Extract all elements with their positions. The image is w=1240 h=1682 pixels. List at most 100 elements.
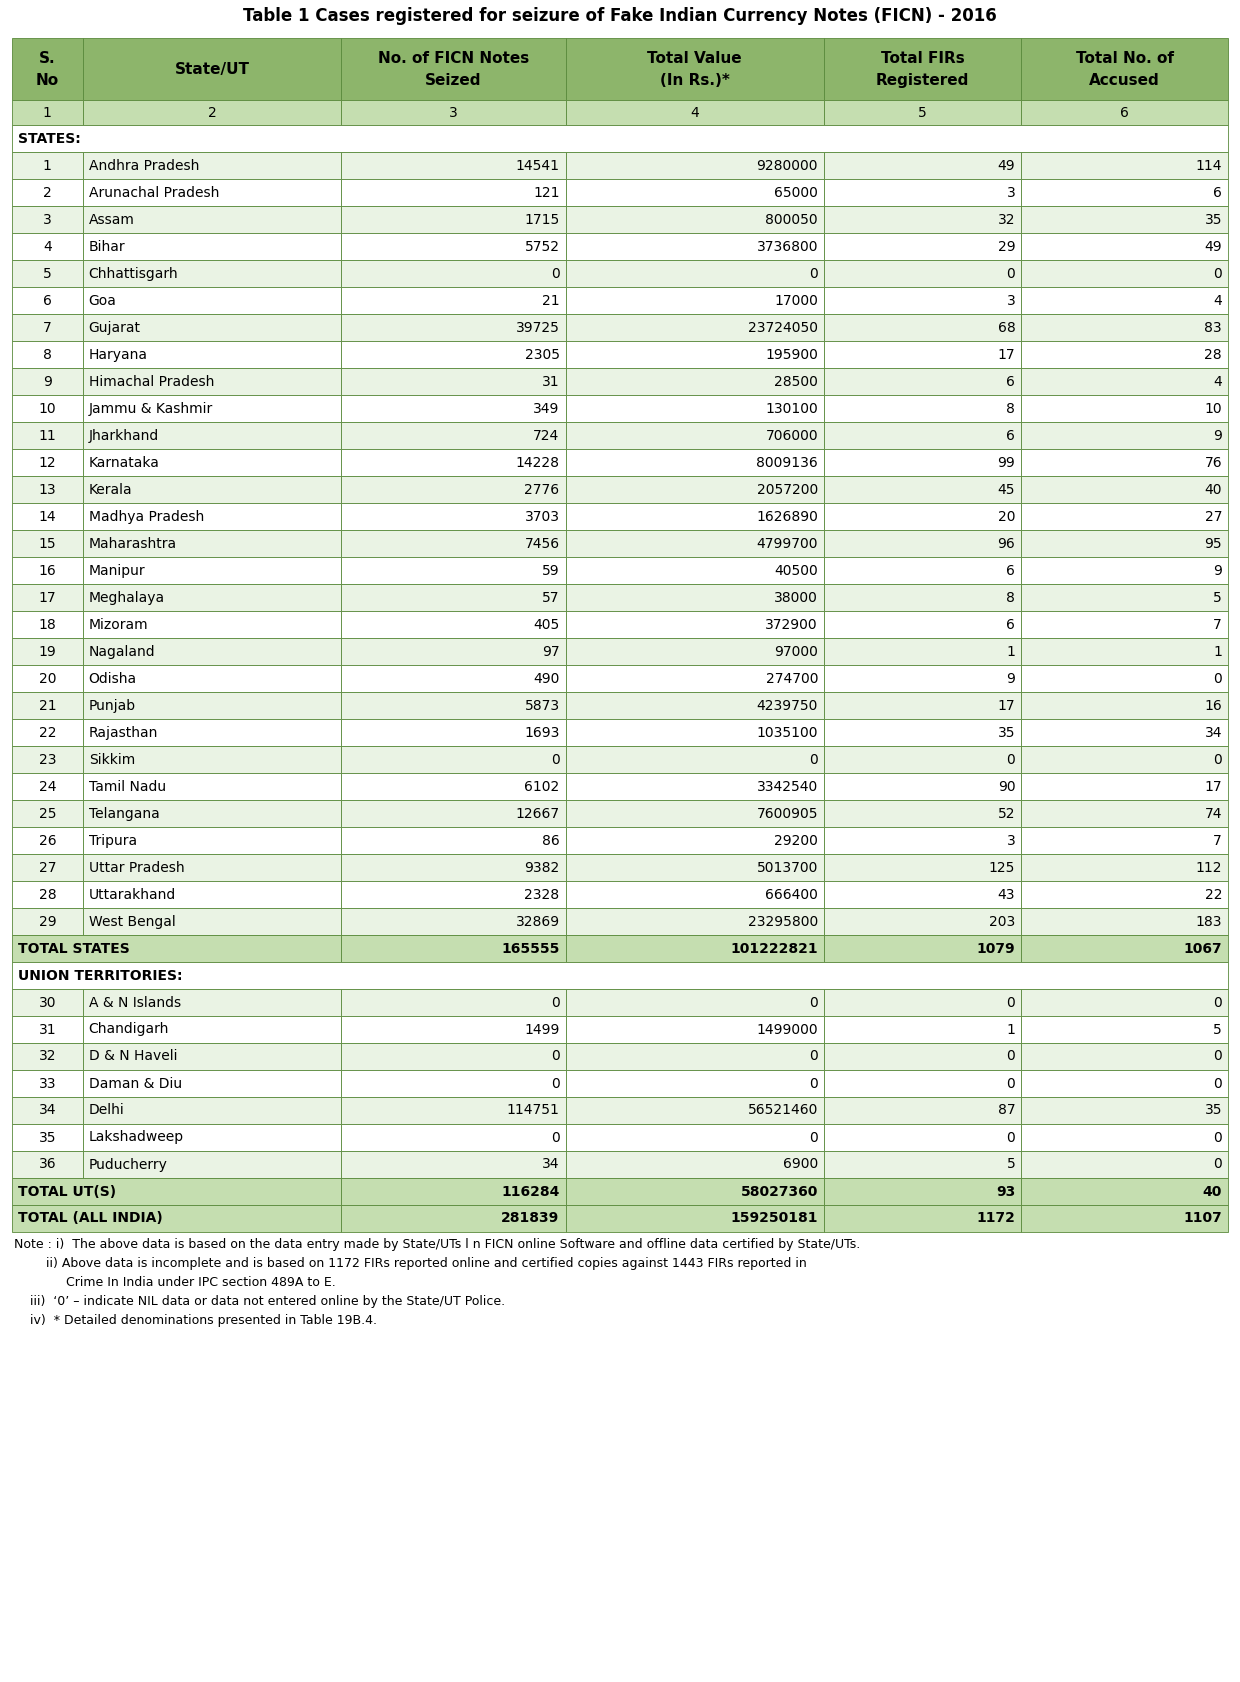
Text: 3: 3 xyxy=(43,212,52,227)
Text: 7456: 7456 xyxy=(525,537,559,550)
Bar xyxy=(341,718,565,747)
Text: 0: 0 xyxy=(1213,1050,1221,1063)
Text: 10: 10 xyxy=(38,402,56,415)
Text: 203: 203 xyxy=(990,915,1016,928)
Text: 27: 27 xyxy=(38,861,56,875)
Bar xyxy=(12,611,83,637)
Text: 22: 22 xyxy=(38,725,56,740)
Text: 14228: 14228 xyxy=(516,456,559,469)
Text: 17: 17 xyxy=(38,590,56,604)
Text: 800050: 800050 xyxy=(765,212,818,227)
Text: 116284: 116284 xyxy=(501,1184,559,1199)
Bar xyxy=(825,503,1022,530)
Text: Tripura: Tripura xyxy=(89,834,136,848)
Bar xyxy=(83,234,341,261)
Text: Seized: Seized xyxy=(425,72,481,87)
Text: Jammu & Kashmir: Jammu & Kashmir xyxy=(89,402,213,415)
Text: 3: 3 xyxy=(1007,834,1016,848)
Bar xyxy=(825,1097,1022,1124)
Text: Kerala: Kerala xyxy=(89,483,133,496)
Bar xyxy=(1022,1124,1228,1150)
Text: Arunachal Pradesh: Arunachal Pradesh xyxy=(89,185,219,200)
Text: State/UT: State/UT xyxy=(175,62,249,76)
Bar xyxy=(83,503,341,530)
Text: 58027360: 58027360 xyxy=(740,1184,818,1199)
Text: 40: 40 xyxy=(1203,1184,1221,1199)
Text: 6: 6 xyxy=(1007,563,1016,577)
Text: (In Rs.)*: (In Rs.)* xyxy=(660,72,730,87)
Text: 22: 22 xyxy=(1204,888,1221,902)
Text: 3: 3 xyxy=(449,106,458,119)
Text: Registered: Registered xyxy=(875,72,970,87)
Text: 17000: 17000 xyxy=(774,293,818,308)
Bar xyxy=(83,422,341,449)
Bar xyxy=(12,530,83,557)
Bar xyxy=(565,205,825,234)
Bar xyxy=(565,1204,825,1231)
Bar xyxy=(341,854,565,881)
Bar xyxy=(12,1097,83,1124)
Bar xyxy=(341,205,565,234)
Text: TOTAL STATES: TOTAL STATES xyxy=(19,942,130,955)
Bar xyxy=(341,1177,565,1204)
Text: 6: 6 xyxy=(1007,429,1016,442)
Text: 1: 1 xyxy=(1007,1023,1016,1036)
Text: Crime In India under IPC section 489A to E.: Crime In India under IPC section 489A to… xyxy=(14,1277,336,1288)
Text: 29: 29 xyxy=(998,239,1016,254)
Bar xyxy=(83,828,341,854)
Text: Delhi: Delhi xyxy=(89,1103,124,1117)
Bar xyxy=(825,288,1022,315)
Bar xyxy=(341,664,565,691)
Bar xyxy=(1022,205,1228,234)
Text: 8009136: 8009136 xyxy=(756,456,818,469)
Bar xyxy=(12,234,83,261)
Text: 86: 86 xyxy=(542,834,559,848)
Text: 0: 0 xyxy=(810,1130,818,1144)
Bar xyxy=(1022,261,1228,288)
Bar xyxy=(83,341,341,368)
Bar xyxy=(825,854,1022,881)
Bar xyxy=(825,664,1022,691)
Bar xyxy=(825,611,1022,637)
Text: 96: 96 xyxy=(997,537,1016,550)
Bar xyxy=(1022,422,1228,449)
Text: Uttar Pradesh: Uttar Pradesh xyxy=(89,861,185,875)
Bar xyxy=(83,908,341,935)
Bar xyxy=(12,395,83,422)
Bar xyxy=(12,1124,83,1150)
Bar xyxy=(565,1016,825,1043)
Text: 6: 6 xyxy=(1007,375,1016,389)
Text: STATES:: STATES: xyxy=(19,131,81,146)
Bar xyxy=(565,368,825,395)
Bar xyxy=(83,664,341,691)
Bar xyxy=(83,315,341,341)
Bar xyxy=(83,747,341,774)
Bar xyxy=(12,801,83,828)
Bar xyxy=(12,151,83,178)
Text: TOTAL UT(S): TOTAL UT(S) xyxy=(19,1184,117,1199)
Bar xyxy=(565,1150,825,1177)
Text: Haryana: Haryana xyxy=(89,348,148,362)
Text: Goa: Goa xyxy=(89,293,117,308)
Bar xyxy=(1022,908,1228,935)
Text: 33: 33 xyxy=(38,1076,56,1090)
Text: 11: 11 xyxy=(38,429,56,442)
Text: 195900: 195900 xyxy=(765,348,818,362)
Text: 29200: 29200 xyxy=(774,834,818,848)
Bar xyxy=(825,718,1022,747)
Text: 4799700: 4799700 xyxy=(756,537,818,550)
Text: 0: 0 xyxy=(1007,1130,1016,1144)
Text: 97: 97 xyxy=(542,644,559,658)
Text: 31: 31 xyxy=(38,1023,56,1036)
Text: 6102: 6102 xyxy=(525,779,559,794)
Bar xyxy=(825,449,1022,476)
Text: 372900: 372900 xyxy=(765,617,818,631)
Bar xyxy=(1022,449,1228,476)
Bar xyxy=(825,178,1022,205)
Bar xyxy=(12,449,83,476)
Bar xyxy=(12,476,83,503)
Bar xyxy=(565,395,825,422)
Bar xyxy=(12,881,83,908)
Bar xyxy=(341,1150,565,1177)
Bar xyxy=(341,1070,565,1097)
